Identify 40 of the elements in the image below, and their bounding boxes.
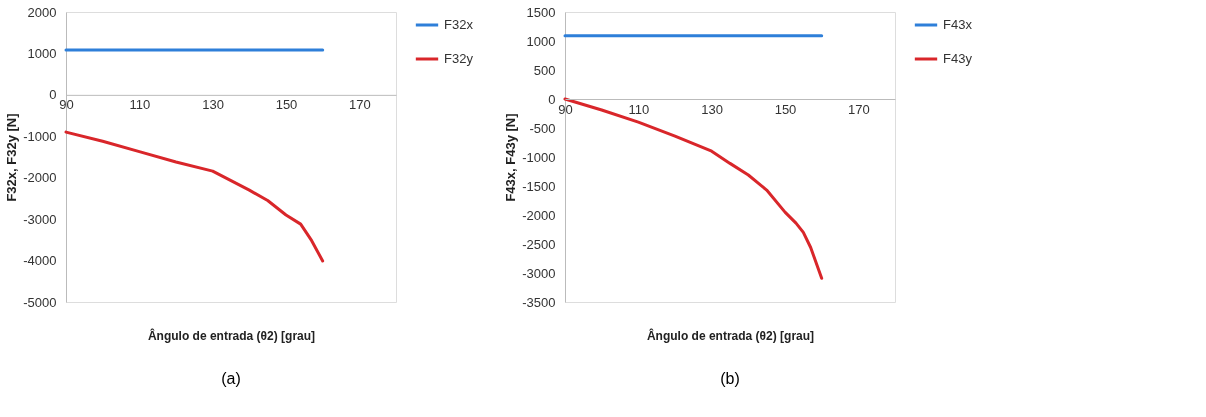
- y-tick-label: 2000: [27, 4, 57, 20]
- y-tick-label: 500: [533, 62, 556, 78]
- line-series: [64, 130, 325, 263]
- text: (a): [221, 370, 241, 387]
- y-tick-label: -2000: [522, 207, 556, 223]
- x-tick-label: 90: [59, 97, 74, 113]
- y-tick-label: -1500: [522, 178, 556, 194]
- x-tick-label: 170: [847, 101, 870, 117]
- x-axis-title: Ângulo de entrada (θ2) [grau]: [646, 327, 815, 343]
- y-tick-label: -5000: [23, 294, 57, 310]
- legend-label: F43y: [943, 51, 973, 66]
- y-tick-label: -2500: [522, 236, 556, 252]
- y-tick-label: -2000: [23, 170, 57, 186]
- y-tick-label: 1500: [526, 4, 556, 20]
- y-tick-label: -3000: [522, 265, 556, 281]
- x-tick-label: 130: [202, 97, 225, 113]
- y-tick-label: -1000: [23, 128, 57, 144]
- y-tick-label: -4000: [23, 253, 57, 269]
- y-tick-label: -1000: [522, 149, 556, 165]
- x-tick-label: 150: [275, 97, 298, 113]
- legend-label: F32x: [444, 17, 474, 32]
- x-tick-label: 110: [129, 97, 151, 113]
- y-tick-label: 0: [49, 87, 57, 103]
- y-axis-title: F43x, F43y [N]: [503, 113, 519, 202]
- x-tick-label: 90: [558, 101, 573, 117]
- y-tick-label: 1000: [27, 45, 57, 61]
- y-tick-label: -500: [529, 120, 556, 136]
- x-tick-label: 130: [701, 101, 724, 117]
- legend-label: F43x: [943, 17, 973, 32]
- x-tick-label: 110: [628, 101, 650, 117]
- x-tick-label: 170: [348, 97, 371, 113]
- text: (b): [720, 370, 740, 387]
- y-tick-label: 1000: [526, 33, 556, 49]
- legend-label: F32y: [444, 51, 474, 66]
- y-axis-title: F32x, F32y [N]: [4, 113, 20, 202]
- x-tick-label: 150: [774, 101, 797, 117]
- x-axis-title: Ângulo de entrada (θ2) [grau]: [147, 327, 316, 343]
- y-tick-label: -3500: [522, 294, 556, 310]
- y-tick-label: 0: [548, 91, 556, 107]
- y-tick-label: -3000: [23, 211, 57, 227]
